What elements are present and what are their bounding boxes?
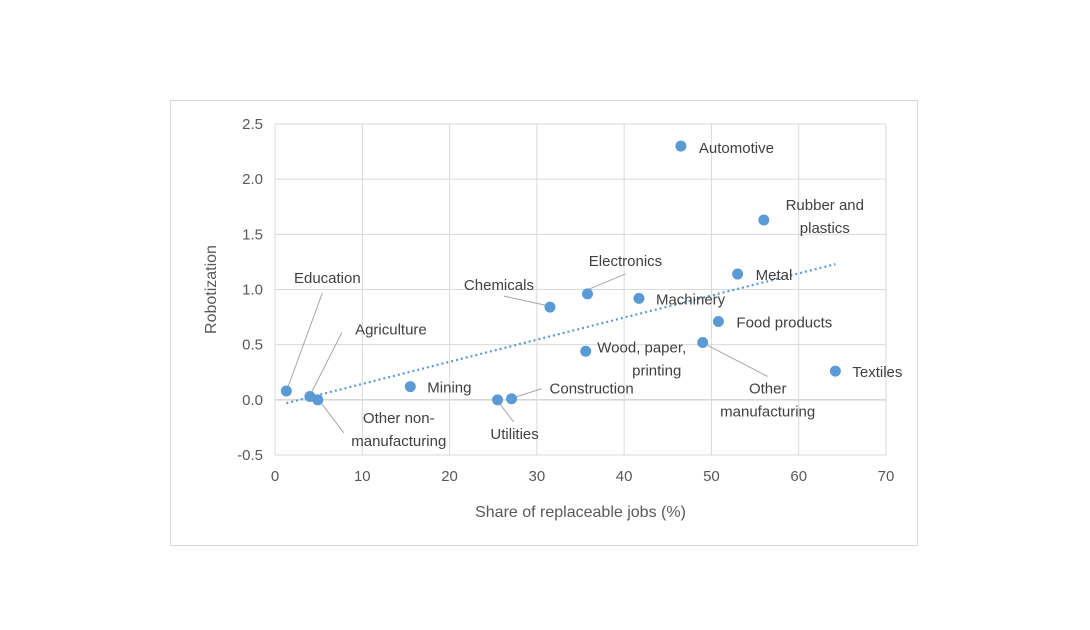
data-point xyxy=(312,394,324,406)
data-label: Food products xyxy=(736,314,832,331)
data-label: printing xyxy=(632,362,681,379)
label-leader-line xyxy=(287,292,323,387)
data-point xyxy=(580,345,592,357)
y-tick-label: 2.0 xyxy=(242,171,263,188)
label-leader-line xyxy=(311,332,343,392)
data-label: Education xyxy=(294,270,361,287)
x-tick-label: 60 xyxy=(790,468,807,485)
label-leader-line xyxy=(321,403,345,434)
data-label: Electronics xyxy=(589,253,662,270)
x-tick-label: 40 xyxy=(616,468,633,485)
y-tick-label: -0.5 xyxy=(237,447,263,464)
x-tick-label: 10 xyxy=(354,468,371,485)
data-label: Construction xyxy=(550,381,634,398)
data-label: Rubber and xyxy=(786,197,864,214)
x-tick-label: 50 xyxy=(703,468,720,485)
x-axis-title: Share of replaceable jobs (%) xyxy=(475,504,686,521)
data-point xyxy=(581,288,593,300)
data-label: manufacturing xyxy=(351,433,446,450)
data-point xyxy=(758,214,770,226)
label-leader-line xyxy=(707,345,768,377)
data-point xyxy=(675,140,687,152)
data-label: manufacturing xyxy=(720,403,815,420)
chart-frame: -0.5 0.0 0.5 1.0 1.5 2.0 2.5 0 10 20 30 40 50 60 70 Sha… xyxy=(170,100,918,546)
label-leader-line xyxy=(589,273,626,290)
label-leader-line xyxy=(516,388,542,398)
data-point xyxy=(697,336,709,348)
y-axis-title: Robotization xyxy=(203,245,220,334)
data-point xyxy=(633,292,645,304)
x-tick-label: 30 xyxy=(529,468,546,485)
data-point xyxy=(544,301,556,313)
data-point xyxy=(404,381,416,393)
y-tick-label: 0.5 xyxy=(242,337,263,354)
data-point xyxy=(732,268,744,280)
data-label: Other non- xyxy=(363,410,435,427)
data-label: Textiles xyxy=(852,364,902,381)
label-leader-line xyxy=(503,295,546,306)
y-tick-label: 0.0 xyxy=(242,392,263,409)
data-point xyxy=(280,385,292,397)
data-label: Agriculture xyxy=(355,322,427,339)
y-tick-label: 1.5 xyxy=(242,226,263,243)
scatter-chart: -0.5 0.0 0.5 1.0 1.5 2.0 2.5 0 10 20 30 40 50 60 70 Sha… xyxy=(203,116,902,521)
label-leader-line xyxy=(500,404,514,423)
data-point xyxy=(492,394,504,406)
trendline xyxy=(286,263,836,405)
x-tick-label: 0 xyxy=(271,468,279,485)
data-point xyxy=(506,393,518,405)
data-point xyxy=(712,315,724,327)
data-label: Chemicals xyxy=(464,277,534,294)
data-label: Utilities xyxy=(490,426,538,443)
data-point xyxy=(829,365,841,377)
y-tick-label: 1.0 xyxy=(242,282,263,299)
data-label: Wood, paper, xyxy=(597,339,686,356)
data-label: Automotive xyxy=(699,140,774,157)
data-label: Machinery xyxy=(656,291,726,308)
x-tick-label: 70 xyxy=(878,468,895,485)
data-label: Mining xyxy=(427,380,471,397)
x-tick-label: 20 xyxy=(441,468,458,485)
data-label: plastics xyxy=(800,220,850,237)
data-label: Metal xyxy=(756,267,793,284)
data-label: Other xyxy=(749,380,787,397)
y-tick-label: 2.5 xyxy=(242,116,263,133)
